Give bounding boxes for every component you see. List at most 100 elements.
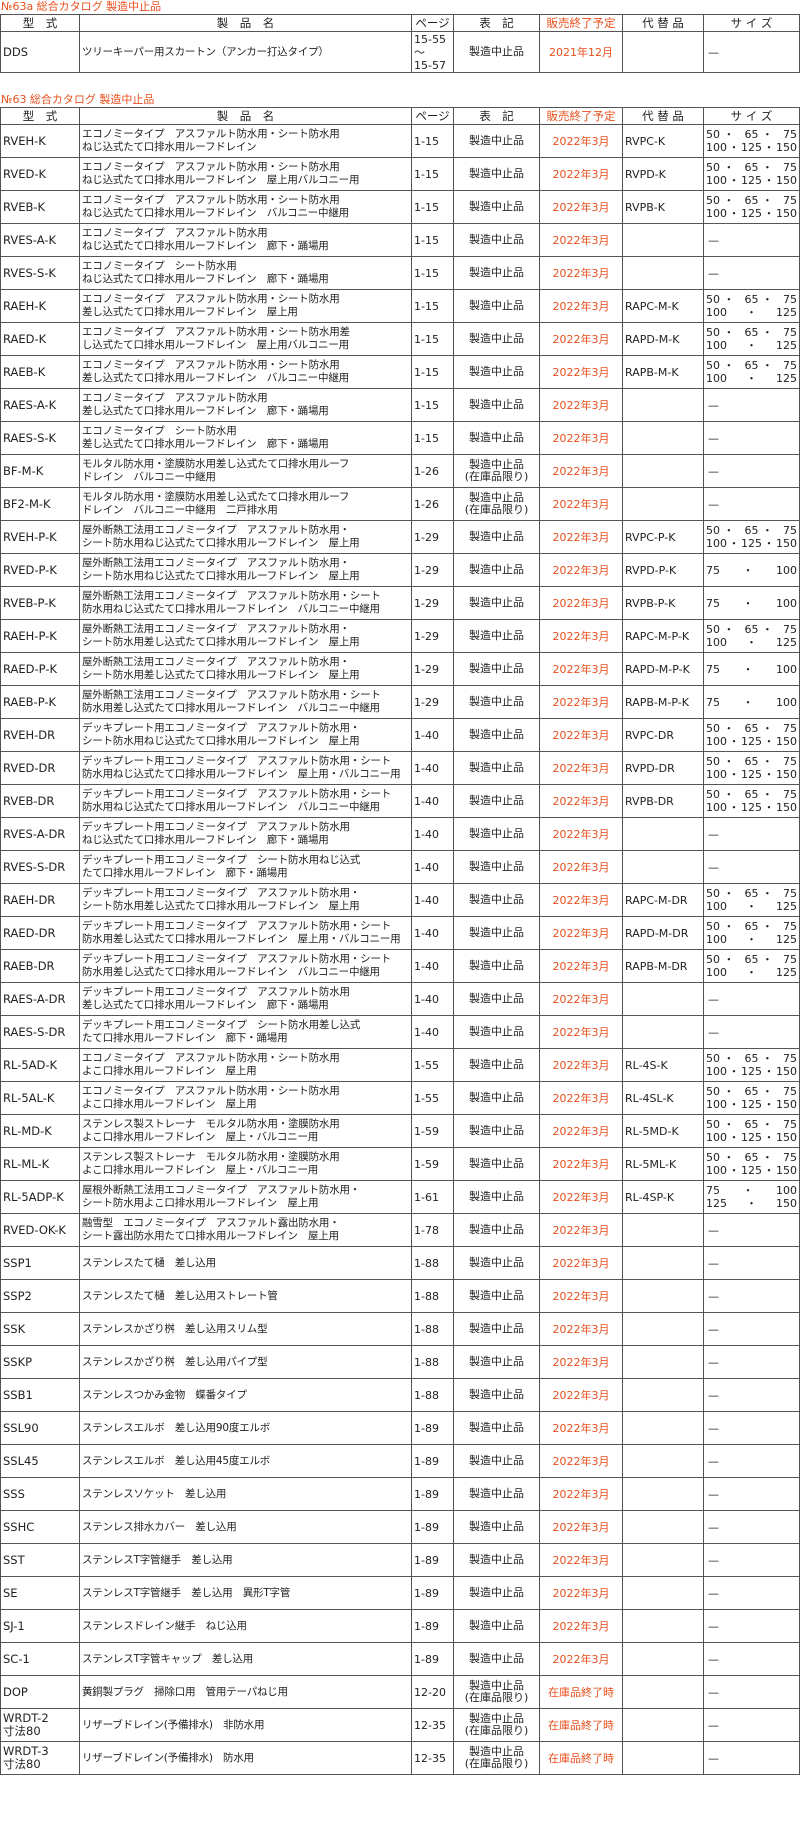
cell-size: 50・ 65・ 75 100・125・150	[703, 157, 800, 191]
cell-name: 黄銅製プラグ 掃除口用 管用テーパねじ用	[79, 1675, 412, 1709]
cell-replacement	[622, 1576, 704, 1610]
cell-end: 2022年3月	[539, 1180, 623, 1214]
cell-replacement	[622, 1279, 704, 1313]
cell-end: 2022年3月	[539, 1378, 623, 1412]
cell-replacement	[622, 1510, 704, 1544]
cell-model: WRDT-3 寸法80	[0, 1741, 80, 1775]
cell-name: デッキプレート用エコノミータイプ シート防水用差し込式 たて口排水用ルーフドレイ…	[79, 1015, 412, 1049]
cell-notation: 製造中止品	[453, 322, 540, 356]
cell-model: RVED-K	[0, 157, 80, 191]
cell-notation: 製造中止品	[453, 652, 540, 686]
cell-name: デッキプレート用エコノミータイプ アスファルト防水用 差し込式たて口排水用ルーフ…	[79, 982, 412, 1016]
cell-model: SSP1	[0, 1246, 80, 1280]
header-notation: 表 記	[453, 14, 540, 32]
cell-model: RAES-S-DR	[0, 1015, 80, 1049]
table-row: SC-1 ステンレスT字管キャップ 差し込用 1-89 製造中止品 2022年3月 —	[0, 1642, 800, 1676]
cell-page: 1-40	[411, 949, 454, 983]
cell-replacement	[622, 256, 704, 290]
cell-model: SJ-1	[0, 1609, 80, 1643]
cell-end: 在庫品終了時	[539, 1708, 623, 1742]
cell-end: 2022年3月	[539, 619, 623, 653]
table-row: RVEB-K エコノミータイプ アスファルト防水用・シート防水用 ねじ込式たて口排…	[0, 190, 800, 224]
cell-page: 1-78	[411, 1213, 454, 1247]
table-row: RVES-S-DR デッキプレート用エコノミータイプ シート防水用ねじ込式 たて口…	[0, 850, 800, 884]
cell-size: —	[703, 1246, 800, 1280]
cell-notation: 製造中止品	[453, 1576, 540, 1610]
cell-size: 75・100 125・150	[703, 1180, 800, 1214]
cell-name: エコノミータイプ アスファルト防水用 ねじ込式たて口排水用ルーフドレイン 廊下・…	[79, 223, 412, 257]
cell-name: モルタル防水用・塗膜防水用差し込式たて口排水用ルーフ ドレイン バルコニー中継用…	[79, 487, 412, 521]
section-title: №63 総合カタログ 製造中止品	[1, 93, 155, 106]
cell-replacement	[622, 421, 704, 455]
cell-size: —	[703, 256, 800, 290]
header-name: 製 品 名	[79, 107, 412, 125]
cell-notation: 製造中止品	[453, 1081, 540, 1115]
cell-notation: 製造中止品	[453, 421, 540, 455]
cell-size: —	[703, 1510, 800, 1544]
cell-end: 2022年3月	[539, 1213, 623, 1247]
cell-page: 1-40	[411, 982, 454, 1016]
cell-model: RAEH-P-K	[0, 619, 80, 653]
table-row: RL-ML-K ステンレス製ストレーナ モルタル防水用・塗膜防水用 よこ口排水用ル…	[0, 1147, 800, 1181]
cell-size: 50・ 65・ 75 100・125	[703, 289, 800, 323]
cell-name: ステンレスたて樋 差し込用ストレート管	[79, 1279, 412, 1313]
table-row: WRDT-3 寸法80 リザーブドレイン(予備排水) 防水用 12-35 製造中止品 …	[0, 1741, 800, 1775]
table-row: BF2-M-K モルタル防水用・塗膜防水用差し込式たて口排水用ルーフ ドレイン バ…	[0, 487, 800, 521]
cell-notation: 製造中止品	[453, 916, 540, 950]
cell-page: 1-61	[411, 1180, 454, 1214]
cell-page: 1-88	[411, 1246, 454, 1280]
cell-end: 2022年3月	[539, 553, 623, 587]
cell-size: 50・ 65・ 75 100・125・150	[703, 124, 800, 158]
cell-name: エコノミータイプ アスファルト防水用・シート防水用 ねじ込式たて口排水用ルーフド…	[79, 124, 412, 158]
cell-replacement: RAPD-M-P-K	[622, 652, 704, 686]
cell-name: 屋外断熱工法用エコノミータイプ アスファルト防水用・ シート防水用ねじ込式たて口…	[79, 553, 412, 587]
cell-model: SSP2	[0, 1279, 80, 1313]
header-page: ページ	[411, 107, 454, 125]
cell-model: RVEH-DR	[0, 718, 80, 752]
cell-model: RAES-A-DR	[0, 982, 80, 1016]
cell-notation: 製造中止品	[453, 1279, 540, 1313]
cell-model: SSL45	[0, 1444, 80, 1478]
cell-replacement: RVPB-K	[622, 190, 704, 224]
cell-size: —	[703, 817, 800, 851]
cell-name: エコノミータイプ アスファルト防水用・シート防水用 差し込式たて口排水用ルーフド…	[79, 289, 412, 323]
cell-end: 2022年3月	[539, 982, 623, 1016]
table-row: SJ-1 ステンレスドレイン継手 ねじ込用 1-89 製造中止品 2022年3月 —	[0, 1609, 800, 1643]
cell-replacement: RAPC-M-P-K	[622, 619, 704, 653]
cell-notation: 製造中止品	[453, 520, 540, 554]
cell-end: 2022年3月	[539, 1576, 623, 1610]
cell-page: 1-59	[411, 1147, 454, 1181]
cell-end: 2022年3月	[539, 289, 623, 323]
cell-page: 1-29	[411, 652, 454, 686]
cell-notation: 製造中止品	[453, 619, 540, 653]
table-row: BF-M-K モルタル防水用・塗膜防水用差し込式たて口排水用ルーフ ドレイン バル…	[0, 454, 800, 488]
cell-notation: 製造中止品	[453, 1411, 540, 1445]
cell-replacement: RL-5ML-K	[622, 1147, 704, 1181]
cell-replacement: RL-4S-K	[622, 1048, 704, 1082]
cell-replacement	[622, 1345, 704, 1379]
cell-notation: 製造中止品	[453, 1444, 540, 1478]
cell-page: 1-40	[411, 883, 454, 917]
cell-size: —	[703, 421, 800, 455]
cell-end: 2022年3月	[539, 454, 623, 488]
cell-size: —	[703, 1543, 800, 1577]
cell-name: リザーブドレイン(予備排水) 防水用	[79, 1741, 412, 1775]
cell-model: RAEB-DR	[0, 949, 80, 983]
cell-replacement	[622, 1477, 704, 1511]
cell-size: —	[703, 454, 800, 488]
cell-replacement	[622, 817, 704, 851]
cell-model: BF2-M-K	[0, 487, 80, 521]
header-replacement: 代 替 品	[622, 107, 704, 125]
cell-page: 1-88	[411, 1345, 454, 1379]
table-row: SST ステンレスT字管継手 差し込用 1-89 製造中止品 2022年3月 —	[0, 1543, 800, 1577]
header-row: 型 式 製 品 名 ページ 表 記 販売終了予定 代 替 品 サ イ ズ	[0, 14, 800, 32]
cell-replacement: RL-4SP-K	[622, 1180, 704, 1214]
cell-notation: 製造中止品	[453, 850, 540, 884]
table-row: RAED-DR デッキプレート用エコノミータイプ アスファルト防水用・シート 防水…	[0, 916, 800, 950]
cell-model: RVES-S-K	[0, 256, 80, 290]
cell-page: 1-26	[411, 454, 454, 488]
cell-model: DDS	[0, 31, 80, 73]
cell-model: RVED-P-K	[0, 553, 80, 587]
cell-replacement	[622, 1378, 704, 1412]
cell-notation: 製造中止品	[453, 388, 540, 422]
